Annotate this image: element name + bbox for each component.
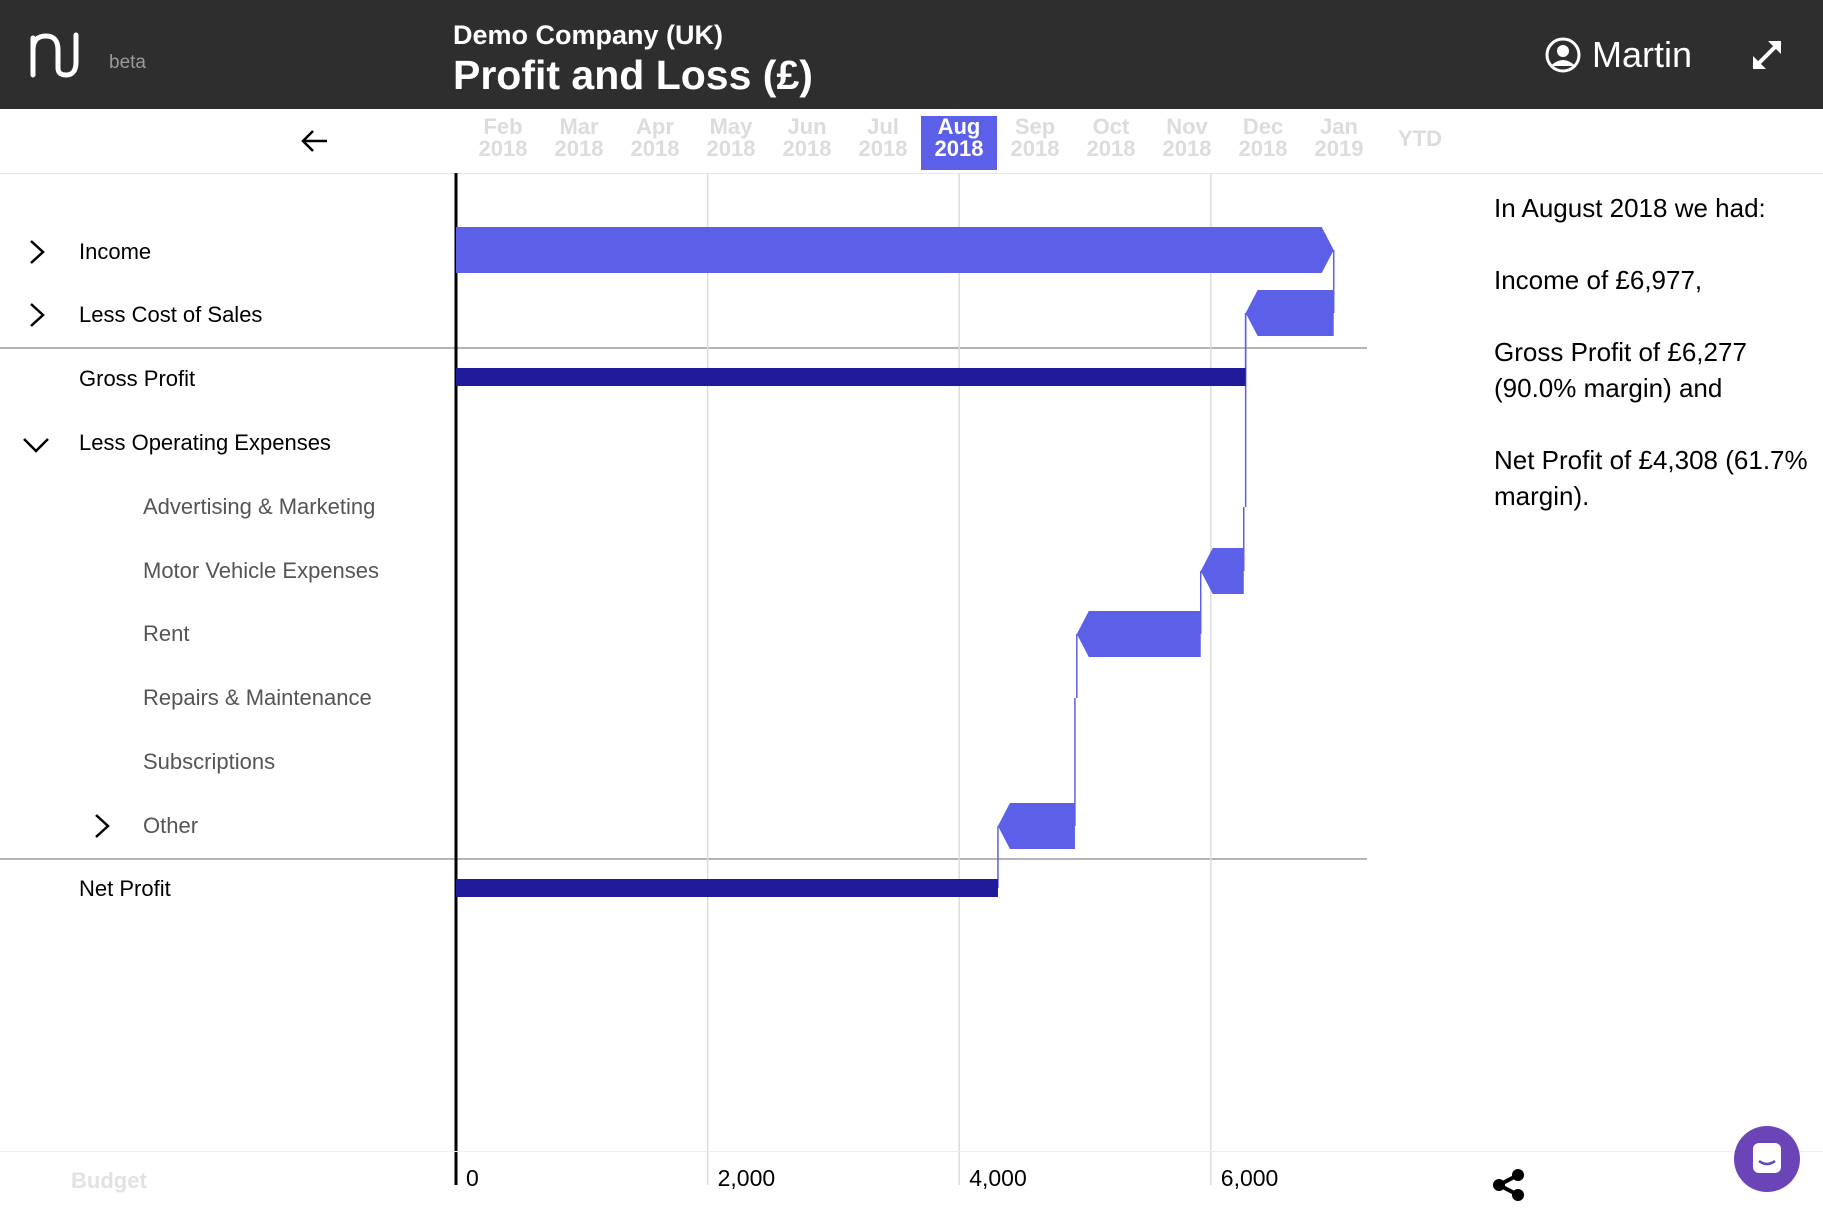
x-tick-label: 6,000 xyxy=(1221,1165,1279,1191)
budget-toggle[interactable]: Budget xyxy=(71,1168,147,1193)
tab-month-year: 2018 xyxy=(554,136,604,161)
waterfall-bar xyxy=(1245,290,1334,336)
chat-icon xyxy=(1753,1143,1781,1173)
row-label: Advertising & Marketing xyxy=(143,494,376,519)
tab-month-year: 2018 xyxy=(1238,136,1288,161)
gross-profit-divider xyxy=(0,347,1367,349)
row-label[interactable]: Less Operating Expenses xyxy=(79,430,331,455)
chat-button[interactable] xyxy=(1734,1126,1800,1192)
waterfall-bar xyxy=(997,803,1075,849)
row-label: Repairs & Maintenance xyxy=(143,685,372,710)
tab-month-name: Jan xyxy=(1320,114,1358,139)
tab-month-year: 2018 xyxy=(858,136,908,161)
net-profit-divider xyxy=(0,858,1367,860)
period-bar xyxy=(0,109,1823,174)
summary-panel: In August 2018 we had: Income of £6,977,… xyxy=(1494,190,1814,550)
tab-month-year: 2018 xyxy=(706,136,756,161)
expand-icon[interactable] xyxy=(1750,38,1784,77)
chevron-right-icon[interactable] xyxy=(27,238,47,271)
tab-month-name: Sep xyxy=(1014,114,1056,139)
total-bar xyxy=(456,879,998,897)
tab-month[interactable]: Apr 2018 xyxy=(617,116,693,170)
row-label: Net Profit xyxy=(79,876,171,901)
tab-month-year: 2018 xyxy=(934,136,984,161)
tab-month-year: 2018 xyxy=(782,136,832,161)
footer-divider xyxy=(0,1151,1823,1152)
total-bar xyxy=(456,368,1246,386)
tab-month-year: 2018 xyxy=(478,136,528,161)
waterfall-bar xyxy=(456,227,1334,273)
tab-month-name: Aug xyxy=(937,114,981,139)
summary-gross-profit: Gross Profit of £6,277 (90.0% margin) an… xyxy=(1494,337,1747,403)
app-header: beta Demo Company (UK) Profit and Loss (… xyxy=(0,0,1823,109)
tab-month[interactable]: Jan 2019 xyxy=(1301,116,1377,170)
tab-month-name: Dec xyxy=(1242,114,1284,139)
row-label: Subscriptions xyxy=(143,749,276,774)
x-tick-label: 0 xyxy=(466,1165,479,1191)
summary-income: Income of £6,977, xyxy=(1494,265,1703,295)
tab-month[interactable]: Dec 2018 xyxy=(1225,116,1301,170)
chevron-right-icon[interactable] xyxy=(92,812,112,845)
tab-month-name: Oct xyxy=(1092,114,1130,139)
row-label[interactable]: Other xyxy=(143,813,199,838)
tab-month-name: Mar xyxy=(559,114,599,139)
tab-month[interactable]: Mar 2018 xyxy=(541,116,617,170)
tab-month[interactable]: Oct 2018 xyxy=(1073,116,1149,170)
x-tick-label: 4,000 xyxy=(969,1165,1027,1191)
tab-month-year: 2018 xyxy=(1086,136,1136,161)
waterfall-bar xyxy=(1200,548,1244,594)
summary-net-profit: Net Profit of £4,308 (61.7% margin). xyxy=(1494,445,1808,511)
waterfall-bar xyxy=(1076,611,1201,657)
nu-logo-icon[interactable] xyxy=(28,30,82,83)
tab-ytd[interactable]: YTD xyxy=(1398,126,1442,151)
row-label: Rent xyxy=(143,621,190,646)
tab-month[interactable]: May 2018 xyxy=(693,116,769,170)
x-tick-label: 2,000 xyxy=(718,1165,776,1191)
user-name: Martin xyxy=(1592,34,1693,75)
tab-month-name: Jul xyxy=(867,114,899,139)
tab-month-year: 2018 xyxy=(1010,136,1060,161)
back-arrow-icon[interactable] xyxy=(298,124,332,163)
tab-month[interactable]: Feb 2018 xyxy=(465,116,541,170)
tab-month[interactable]: Aug 2018 xyxy=(921,116,997,170)
row-label: Gross Profit xyxy=(79,366,196,391)
tab-month[interactable]: Jul 2018 xyxy=(845,116,921,170)
user-icon xyxy=(1545,37,1581,73)
page-title: Profit and Loss (£) xyxy=(453,52,813,98)
tab-month-name: Apr xyxy=(636,114,674,139)
tab-month-year: 2018 xyxy=(630,136,680,161)
tab-month-year: 2018 xyxy=(1162,136,1212,161)
tab-month-name: Feb xyxy=(483,114,523,139)
tab-month-year: 2019 xyxy=(1314,136,1364,161)
tab-month-name: Jun xyxy=(787,114,827,139)
summary-intro: In August 2018 we had: xyxy=(1494,193,1766,223)
chevron-down-icon[interactable] xyxy=(21,435,51,460)
beta-label: beta xyxy=(109,52,146,73)
share-icon[interactable] xyxy=(1491,1167,1527,1208)
company-name: Demo Company (UK) xyxy=(453,20,724,50)
chevron-right-icon[interactable] xyxy=(27,301,47,334)
tab-month-name: Nov xyxy=(1166,114,1208,139)
row-label[interactable]: Less Cost of Sales xyxy=(79,302,263,327)
tab-month-name: May xyxy=(709,114,753,139)
tab-month[interactable]: Nov 2018 xyxy=(1149,116,1225,170)
tab-month[interactable]: Jun 2018 xyxy=(769,116,845,170)
row-label[interactable]: Income xyxy=(79,239,152,264)
tab-month[interactable]: Sep 2018 xyxy=(997,116,1073,170)
user-menu[interactable]: Martin xyxy=(1544,34,1692,76)
row-label: Motor Vehicle Expenses xyxy=(143,558,380,583)
